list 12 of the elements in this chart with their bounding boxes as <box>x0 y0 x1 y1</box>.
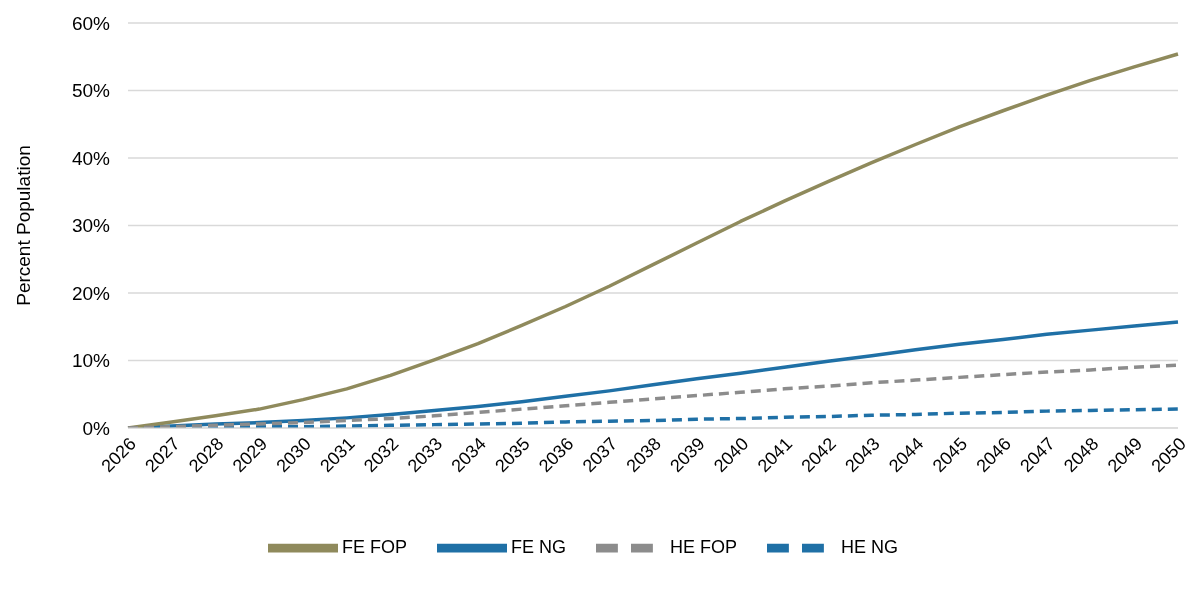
y-tick-label: 50% <box>71 80 111 102</box>
y-tick-label: 40% <box>71 147 111 169</box>
y-tick-label: 30% <box>71 215 111 237</box>
y-tick-label: 20% <box>71 282 111 304</box>
legend-label: FE NG <box>510 536 566 557</box>
legend-label: HE NG <box>841 536 899 557</box>
y-tick-label: 0% <box>82 417 111 439</box>
legend-label: HE FOP <box>670 536 738 557</box>
y-axis-title: Percent Population <box>12 145 34 306</box>
y-tick-label: 10% <box>71 350 111 372</box>
y-tick-label: 60% <box>71 12 111 34</box>
legend-label: FE FOP <box>341 536 407 557</box>
